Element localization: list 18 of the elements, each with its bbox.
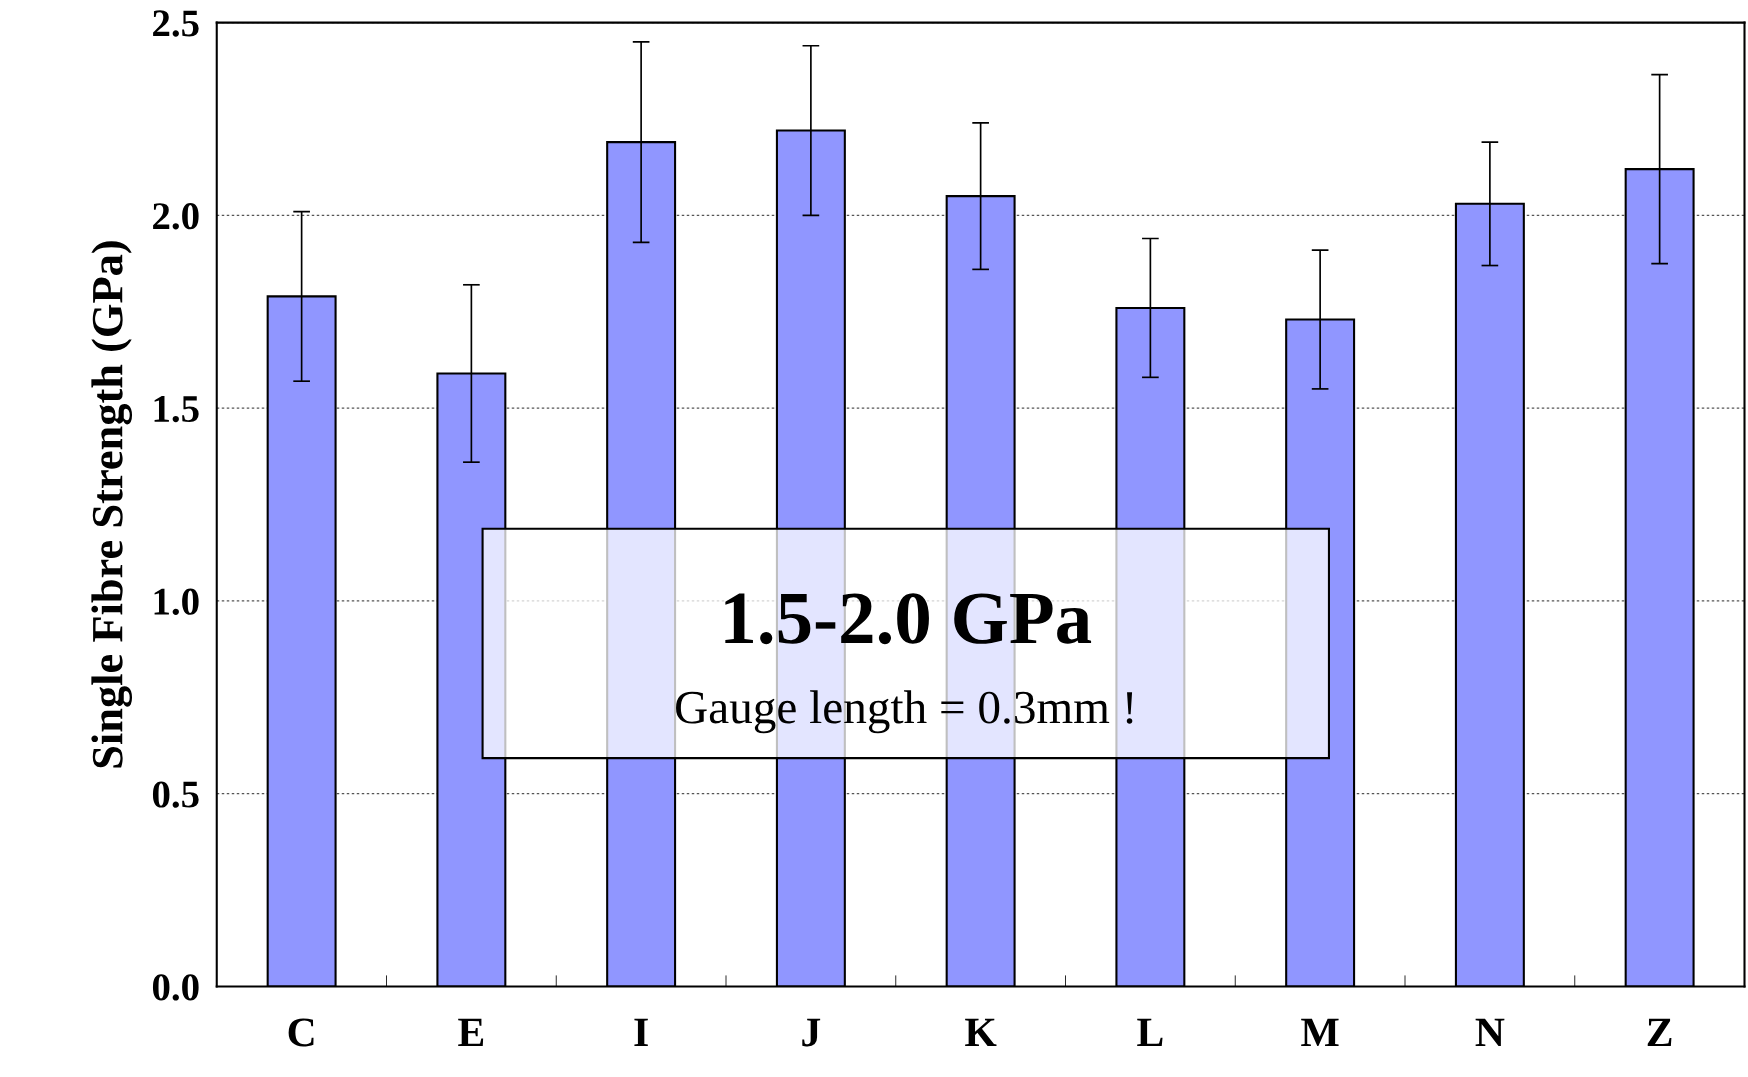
x-tick-label: Z <box>1647 1018 1672 1046</box>
annotation: Gauge length = 0.3mm ! <box>676 690 1133 734</box>
x-tick-label: J <box>802 1018 821 1047</box>
x-tick-label: M <box>1301 1018 1339 1046</box>
y-tick-label: 1.0 <box>154 588 199 616</box>
x-tick-label: L <box>1137 1018 1163 1046</box>
y-tick-label: 1.5 <box>154 396 199 423</box>
x-tick-label: E <box>458 1018 484 1046</box>
y-tick-label: 2.0 <box>153 203 199 230</box>
y-tick-label: 0.5 <box>152 781 199 808</box>
y-tick-label: 0.0 <box>152 974 199 1001</box>
y-axis-title: Single Fibre Strength (GPa) <box>91 241 133 768</box>
x-tick-label: C <box>288 1018 314 1047</box>
x-tick-label: N <box>1475 1018 1505 1046</box>
annotation: 1.5-2.0 GPa <box>725 593 1092 645</box>
x-tick-label: I <box>634 1018 648 1046</box>
x-tick-label: K <box>965 1018 997 1046</box>
y-tick-label: 2.5 <box>153 10 199 37</box>
